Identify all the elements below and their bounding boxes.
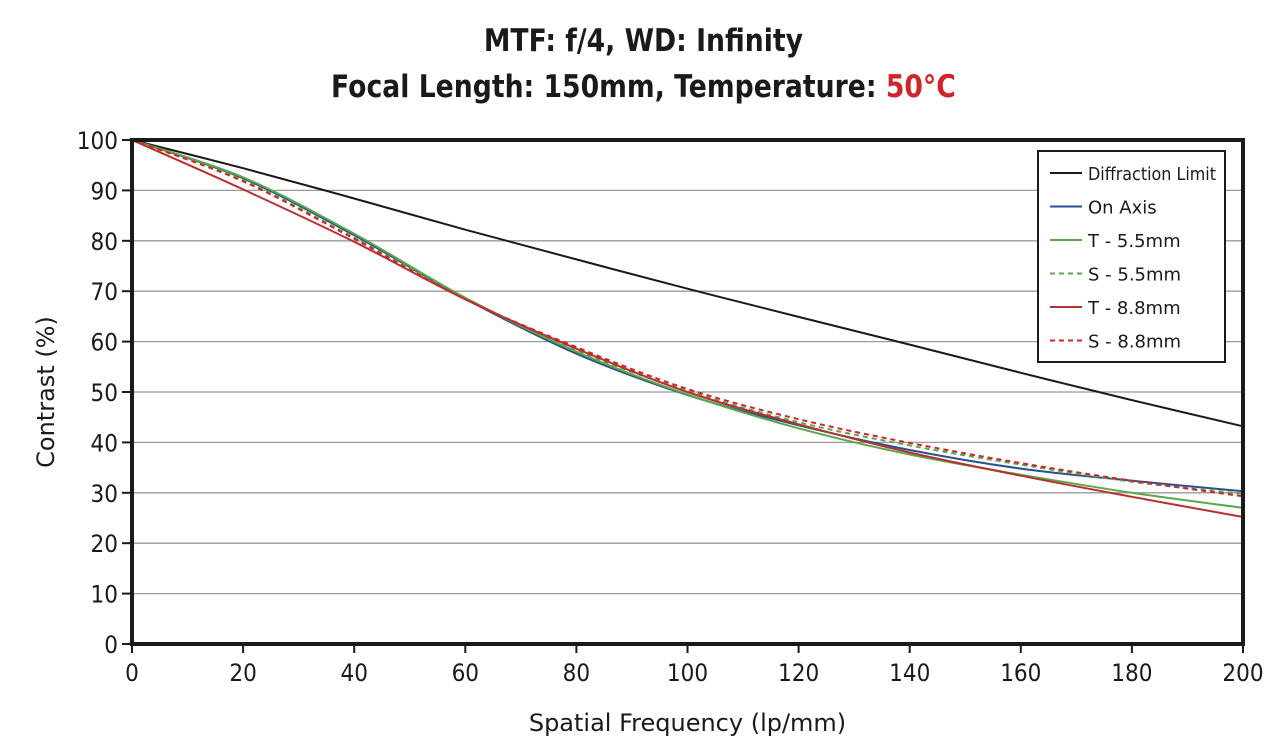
chart-title: MTF: f/4, WD: Infinity Focal Length: 150… — [90, 18, 1197, 110]
chart-title-temperature: 50°C — [885, 69, 956, 105]
x-tick-label-80: 80 — [563, 659, 590, 687]
chart-title-line-2: Focal Length: 150mm, Temperature: 50°C — [90, 64, 1197, 110]
chart-title-line-2-prefix: Focal Length: 150mm, Temperature: — [331, 69, 886, 105]
x-axis-title: Spatial Frequency (lp/mm) — [529, 709, 846, 737]
legend-label-4: T - 8.8mm — [1087, 298, 1181, 319]
y-tick-label-50: 50 — [91, 379, 118, 407]
y-tick-label-0: 0 — [104, 631, 118, 659]
y-tick-label-90: 90 — [91, 177, 118, 205]
chart-title-line-1: MTF: f/4, WD: Infinity — [483, 23, 803, 59]
y-axis-ticks: 0 10 20 30 40 50 60 70 80 90 100 — [77, 127, 132, 659]
series-line-t-8-8mm — [131, 139, 1244, 518]
x-tick-label-120: 120 — [778, 659, 819, 687]
x-tick-label-140: 140 — [889, 659, 930, 687]
x-tick-label-100: 100 — [667, 659, 708, 687]
y-axis-title: Contrast (%) — [32, 316, 60, 468]
legend-label-3: S - 5.5mm — [1088, 265, 1181, 286]
legend-label-5: S - 8.8mm — [1088, 332, 1181, 353]
legend-label-1: On Axis — [1088, 198, 1157, 219]
x-tick-label-60: 60 — [452, 659, 479, 687]
y-tick-label-80: 80 — [91, 228, 118, 256]
series-line-diffraction-limit — [131, 139, 1244, 428]
x-tick-label-160: 160 — [1000, 659, 1041, 687]
x-axis-ticks: 0 20 40 60 80 100 120 140 160 180 200 — [125, 644, 1264, 687]
legend-label-0: Diffraction Limit — [1088, 164, 1216, 185]
y-tick-label-100: 100 — [77, 127, 118, 155]
x-tick-label-20: 20 — [229, 659, 256, 687]
y-tick-label-40: 40 — [91, 429, 118, 457]
legend-label-2: T - 5.5mm — [1087, 231, 1181, 252]
x-tick-label-180: 180 — [1111, 659, 1152, 687]
y-tick-label-10: 10 — [91, 581, 118, 609]
series-line-s-8-8mm — [131, 139, 1244, 498]
x-tick-label-0: 0 — [125, 659, 139, 687]
legend: Diffraction Limit On Axis T - 5.5mm S - 5.5… — [1037, 150, 1226, 363]
y-tick-label-20: 20 — [91, 530, 118, 558]
series-line-t-5-5mm — [131, 139, 1244, 509]
y-tick-label-60: 60 — [91, 329, 118, 357]
legend-box — [1037, 150, 1226, 363]
y-tick-label-70: 70 — [91, 278, 118, 306]
x-tick-label-40: 40 — [340, 659, 367, 687]
x-tick-label-200: 200 — [1222, 659, 1263, 687]
series-lines — [131, 139, 1244, 518]
y-tick-label-30: 30 — [91, 480, 118, 508]
